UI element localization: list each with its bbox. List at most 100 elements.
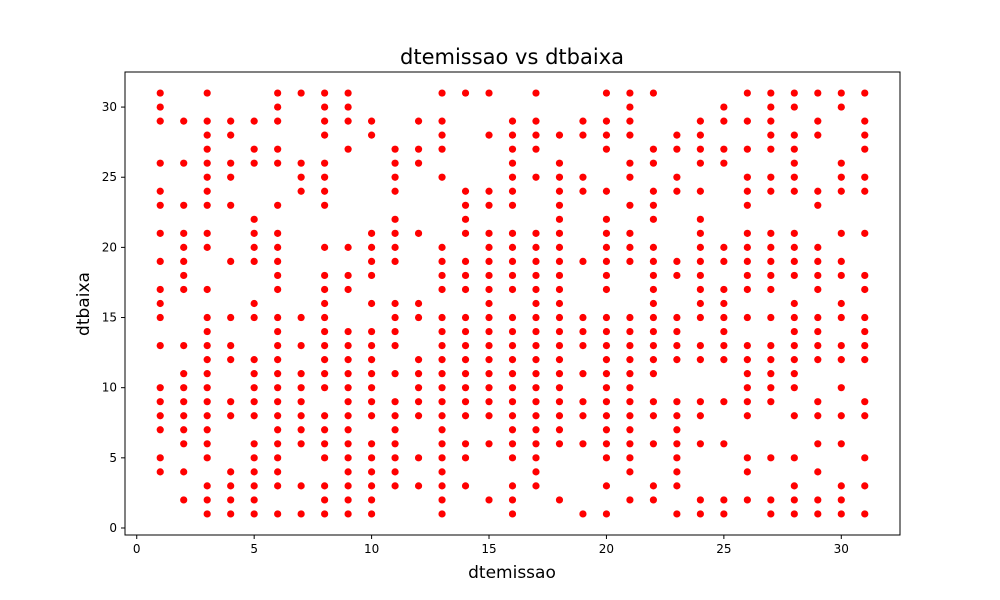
x-tick-label: 10 — [364, 542, 379, 556]
data-point — [837, 341, 845, 350]
data-point — [485, 89, 493, 97]
data-point — [626, 412, 634, 420]
data-point — [579, 257, 587, 266]
data-point — [602, 243, 611, 251]
data-point — [790, 173, 798, 181]
data-point — [485, 327, 493, 336]
data-point — [861, 89, 869, 97]
data-point — [250, 356, 258, 364]
data-point — [602, 313, 611, 322]
data-point — [367, 440, 376, 448]
data-point — [649, 215, 658, 223]
data-point — [180, 201, 188, 209]
data-point — [391, 468, 399, 476]
data-point — [461, 384, 470, 392]
data-point — [720, 145, 728, 153]
data-point — [626, 257, 634, 266]
data-point — [790, 271, 798, 280]
data-point — [461, 370, 470, 378]
data-point — [391, 229, 399, 237]
data-point — [391, 243, 399, 251]
data-point — [837, 257, 845, 266]
data-point — [579, 370, 587, 378]
data-point — [814, 313, 822, 322]
data-point — [274, 117, 282, 125]
data-point — [555, 257, 564, 266]
data-point — [274, 103, 282, 111]
data-point — [579, 398, 587, 406]
data-point — [391, 482, 399, 490]
data-point — [626, 201, 634, 209]
data-point — [227, 159, 235, 167]
data-point — [367, 482, 376, 490]
data-point — [438, 370, 446, 378]
data-point — [367, 271, 376, 280]
data-point — [790, 510, 798, 518]
data-point — [156, 201, 164, 209]
data-point — [203, 117, 211, 125]
data-point — [250, 229, 258, 237]
data-point — [720, 510, 728, 518]
data-point — [344, 117, 352, 125]
data-point — [837, 299, 845, 308]
data-point — [673, 426, 681, 434]
data-point — [321, 370, 329, 378]
data-point — [508, 327, 517, 336]
data-point — [227, 356, 235, 364]
y-tick-label: 10 — [102, 381, 117, 395]
data-point — [673, 454, 681, 462]
data-point — [626, 454, 634, 462]
data-point — [321, 440, 329, 448]
data-point — [274, 426, 282, 434]
data-point — [297, 398, 305, 406]
data-point — [180, 341, 188, 350]
data-point — [203, 131, 211, 139]
data-points — [156, 89, 869, 518]
data-point — [414, 454, 423, 462]
data-point — [532, 271, 540, 280]
data-point — [438, 131, 446, 139]
data-point — [837, 103, 845, 111]
data-point — [367, 412, 376, 420]
data-point — [720, 440, 728, 448]
data-point — [767, 103, 775, 111]
data-point — [274, 454, 282, 462]
data-point — [626, 159, 634, 167]
data-point — [344, 440, 352, 448]
data-point — [743, 412, 751, 420]
data-point — [203, 201, 211, 209]
data-point — [673, 412, 681, 420]
data-point — [767, 313, 775, 322]
data-point — [555, 356, 564, 364]
data-point — [485, 299, 493, 308]
data-point — [485, 243, 493, 251]
data-point — [790, 103, 798, 111]
data-point — [297, 313, 305, 322]
data-point — [297, 370, 305, 378]
data-point — [344, 89, 352, 97]
data-point — [649, 370, 658, 378]
data-point — [180, 496, 188, 504]
data-point — [602, 89, 611, 97]
data-point — [696, 398, 704, 406]
data-point — [837, 496, 845, 504]
data-point — [555, 285, 564, 294]
data-point — [579, 440, 587, 448]
data-point — [414, 356, 423, 364]
data-point — [532, 398, 540, 406]
data-point — [321, 341, 329, 350]
data-point — [767, 398, 775, 406]
data-point — [767, 131, 775, 139]
data-point — [508, 243, 517, 251]
data-point — [344, 370, 352, 378]
data-point — [696, 271, 704, 280]
data-point — [508, 398, 517, 406]
data-point — [814, 117, 822, 125]
data-point — [720, 496, 728, 504]
data-point — [602, 215, 611, 223]
data-point — [438, 327, 446, 336]
data-point — [321, 131, 329, 139]
data-point — [743, 468, 751, 476]
data-point — [367, 243, 376, 251]
data-point — [602, 341, 611, 350]
